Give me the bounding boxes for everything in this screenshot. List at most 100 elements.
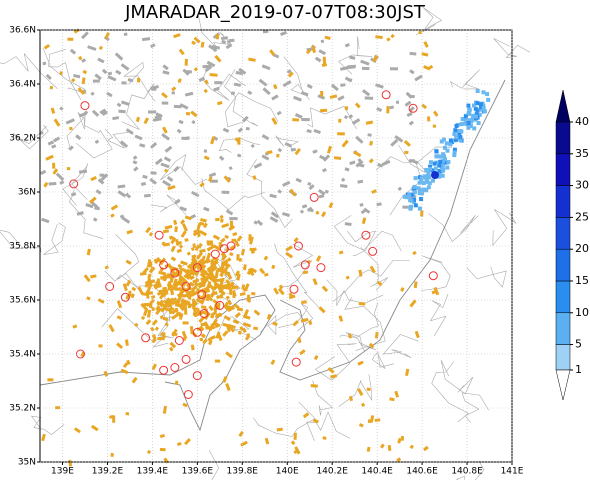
weak-echo	[339, 183, 348, 188]
track-echo	[203, 88, 208, 94]
track-echo	[203, 155, 210, 161]
track-echo	[357, 360, 364, 366]
track-echo	[53, 118, 61, 127]
rain-echo	[424, 168, 429, 172]
track-echo	[202, 338, 208, 345]
track-echo	[234, 270, 241, 277]
track-echo	[126, 229, 133, 235]
rain-echo	[443, 145, 447, 150]
track-echo	[209, 73, 218, 77]
weak-echo	[94, 73, 102, 81]
weak-echo	[166, 176, 174, 182]
track-echo	[326, 145, 332, 154]
boundary	[48, 48, 82, 100]
track-echo	[433, 110, 439, 117]
weak-echo	[211, 45, 221, 50]
weak-echo	[81, 31, 89, 40]
weak-echo	[238, 67, 247, 75]
boundary	[455, 461, 485, 484]
weak-echo	[359, 202, 364, 207]
track-echo	[148, 231, 154, 237]
rain-echo	[485, 92, 490, 97]
track-echo	[169, 346, 174, 352]
lon-tick-label: 139.8E	[227, 467, 259, 477]
track-echo	[199, 272, 206, 279]
rain-echo	[433, 166, 438, 171]
track-echo	[174, 287, 181, 291]
weak-echo	[164, 145, 173, 153]
colorbar-tick-label: 40	[575, 115, 589, 128]
track-echo	[338, 118, 342, 123]
track-echo	[170, 256, 177, 262]
boundary	[0, 53, 58, 89]
boundary	[62, 163, 89, 206]
track-echo	[358, 269, 363, 277]
track-echo	[348, 395, 354, 402]
track-echo	[41, 433, 46, 442]
track-echo	[116, 342, 124, 350]
track-echo	[263, 255, 269, 261]
track-echo	[354, 102, 361, 109]
track-echo	[200, 41, 205, 48]
weak-echo	[107, 71, 113, 76]
weak-echo	[42, 61, 47, 66]
track-echo	[238, 257, 243, 263]
map-layers	[0, 6, 531, 484]
track-echo	[164, 224, 173, 230]
track-echo	[394, 390, 400, 398]
track-echo	[210, 314, 215, 319]
rain-echo	[412, 190, 417, 195]
rain-echo	[420, 191, 424, 196]
track-echo	[148, 273, 152, 278]
axes: 139E 139.2E 139.4E 139.6E 139.8E 140E 140.2E 14…	[9, 26, 524, 477]
colorbar-tick-label: 20	[575, 242, 589, 255]
station-marker	[192, 263, 202, 273]
track-echo	[426, 116, 431, 122]
track-echo	[179, 267, 184, 272]
track-echo	[344, 106, 349, 111]
boundary	[43, 222, 66, 255]
track-echo	[200, 218, 207, 223]
rain-echo	[486, 97, 491, 102]
track-echo	[98, 45, 104, 51]
track-echo	[242, 322, 252, 328]
track-echo	[59, 71, 63, 76]
rain-echo	[420, 188, 425, 193]
track-echo	[177, 241, 182, 245]
weak-echo	[357, 179, 364, 184]
track-echo	[82, 69, 88, 75]
track-echo	[250, 249, 256, 255]
track-echo	[90, 274, 97, 279]
weak-echo	[236, 153, 242, 158]
track-echo	[311, 45, 317, 54]
weak-echo	[53, 136, 61, 143]
weak-echo	[306, 83, 313, 89]
weak-echo	[206, 60, 216, 68]
boundary	[345, 332, 377, 351]
track-echo	[179, 294, 186, 298]
track-echo	[227, 257, 232, 262]
rain-echo	[437, 163, 442, 168]
weak-echo	[148, 110, 157, 114]
boundary	[260, 312, 308, 336]
rain-echo	[444, 141, 449, 146]
rain-echo	[430, 168, 435, 173]
track-echo	[67, 37, 74, 41]
boundary	[115, 234, 140, 291]
track-echo	[73, 427, 81, 434]
boundary	[121, 83, 155, 130]
track-echo	[405, 368, 410, 377]
track-echo	[220, 294, 224, 299]
track-echo	[321, 62, 328, 67]
rain-echo	[470, 117, 475, 122]
weak-echo	[76, 211, 84, 216]
rain-echo	[460, 117, 465, 121]
track-echo	[324, 35, 331, 41]
track-echo	[184, 274, 191, 280]
weak-echo	[152, 117, 162, 122]
track-echo	[145, 319, 152, 326]
weak-echo	[191, 190, 200, 198]
rain-echo	[468, 124, 473, 128]
track-echo	[159, 266, 165, 272]
track-echo	[200, 279, 205, 285]
